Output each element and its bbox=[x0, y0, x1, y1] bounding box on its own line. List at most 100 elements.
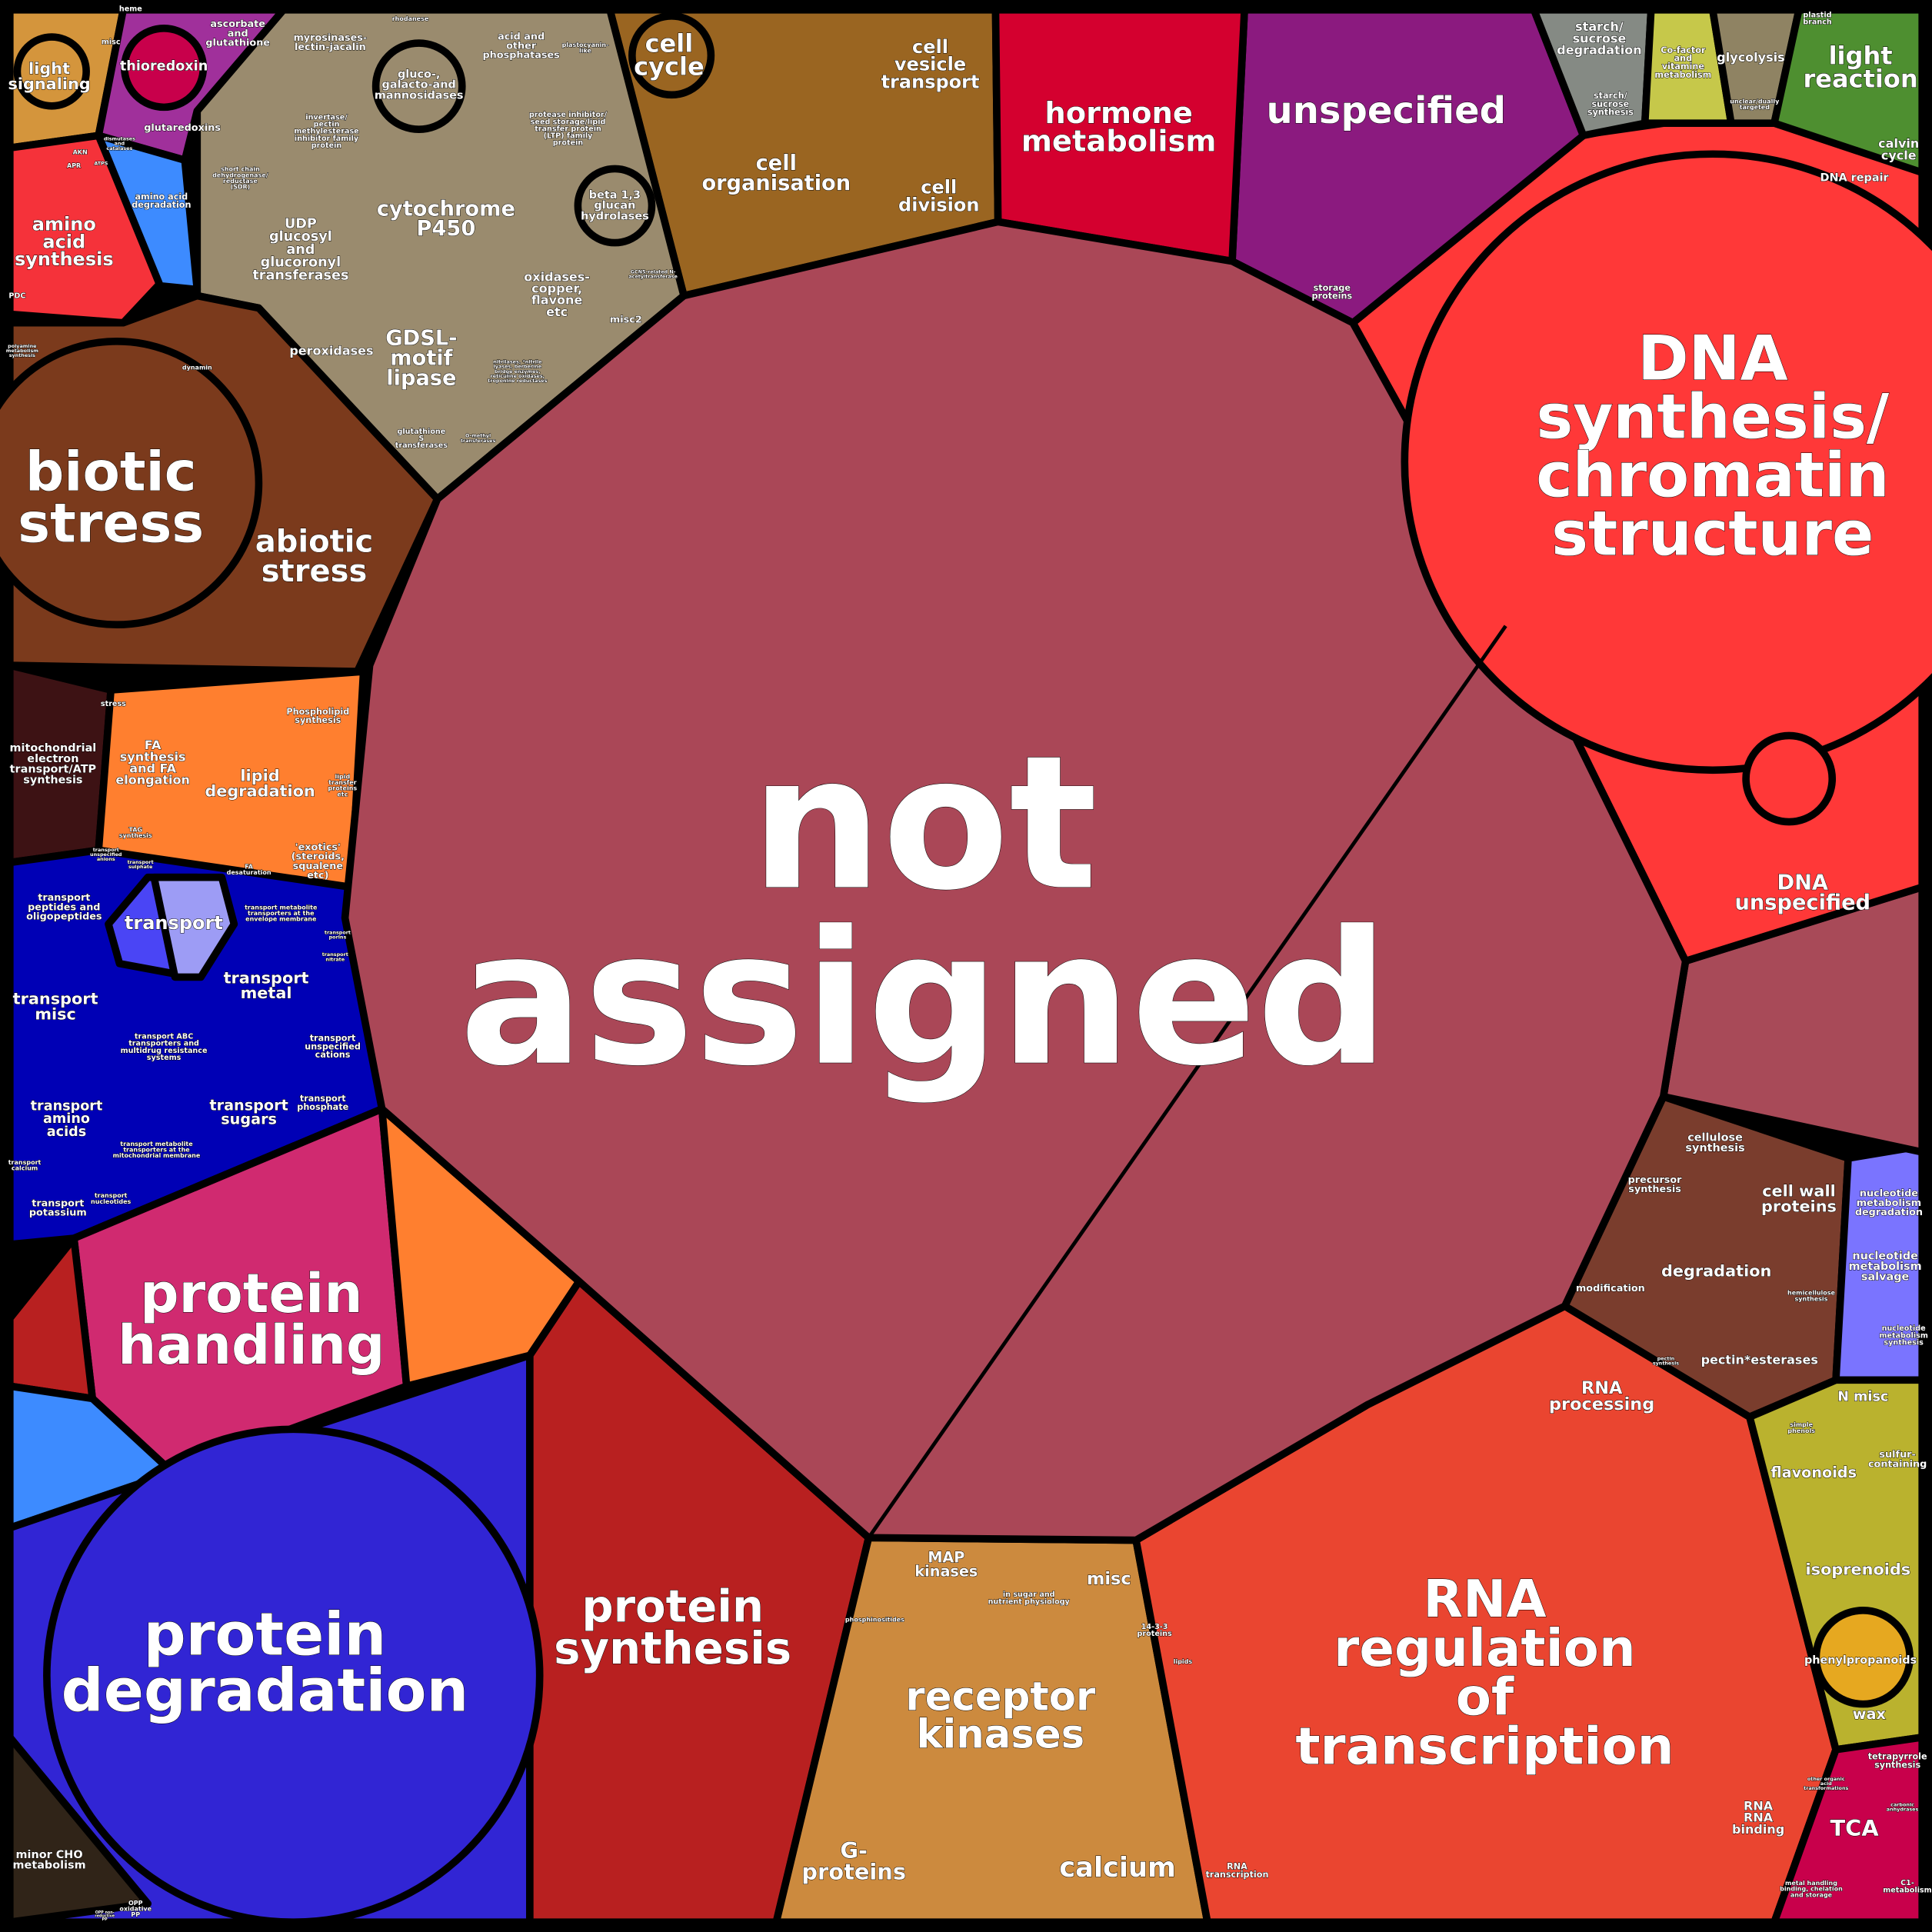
label-transport-abc: transport ABC transporters and multidrug r… bbox=[121, 1033, 208, 1062]
label-transport-calcium: transport calcium bbox=[8, 1159, 42, 1172]
photosynthesis-region bbox=[1770, 6, 1926, 177]
label-sugar-nutrient: in sugar and nutrient physiology bbox=[988, 1591, 1071, 1606]
label-sdr: short chain dehydrogenase/reductase (SDR) bbox=[212, 166, 268, 191]
cell-cycle-circle bbox=[628, 12, 715, 99]
label-protein-handling: protein handling bbox=[118, 1262, 385, 1377]
label-dna-unspecified: DNA unspecified bbox=[1735, 871, 1870, 915]
label-heme: heme bbox=[119, 5, 142, 13]
label-exotics: 'exotics' (steroids, squalene etc) bbox=[291, 841, 345, 881]
label-minor-cho: minor CHO metabolism bbox=[13, 1849, 86, 1872]
label-misc2: misc2 bbox=[610, 315, 642, 326]
label-myrosinases: myrosinases-lectin-jacalin bbox=[293, 32, 367, 53]
label-proteins-1433: 14-3-3 proteins bbox=[1138, 1623, 1172, 1638]
biotic-stress-circle bbox=[0, 338, 263, 628]
label-polyamine: polyamine metabolism synthesis bbox=[6, 343, 39, 358]
label-hormone-metabolism: hormone metabolism bbox=[1021, 96, 1217, 159]
label-phenylpropanoids: phenylpropanoids bbox=[1804, 1654, 1917, 1667]
label-transport-metal: transport metal bbox=[224, 968, 309, 1002]
label-nucleotide-salvage: nucleotide metabolism salvage bbox=[1849, 1250, 1922, 1283]
label-calvin-cycle: calvin cycle bbox=[1878, 136, 1919, 162]
label-gcn5: GCN5-related N-acetyltransferase bbox=[628, 269, 678, 280]
label-cw-modification: modification bbox=[1576, 1283, 1645, 1294]
label-tag-synthesis: TAG synthesis bbox=[119, 826, 152, 839]
label-plastocyanin: plastocyanin-like bbox=[562, 42, 609, 55]
label-rna-regulation: RNA regulation of transcription bbox=[1295, 1569, 1674, 1777]
label-invertase: invertase/pectin methylesterase inhibitor … bbox=[294, 113, 359, 150]
label-g-proteins: G-proteins bbox=[801, 1837, 906, 1884]
label-peroxidases: peroxidases bbox=[289, 343, 373, 358]
glucosidases-circle bbox=[371, 39, 466, 134]
label-stress: stress bbox=[101, 700, 126, 708]
label-unclear-targeted: unclear/dually targeted bbox=[1730, 98, 1780, 112]
label-akn: AKN bbox=[73, 148, 88, 155]
label-transport-phosphate: transport phosphate bbox=[297, 1094, 348, 1112]
label-other-organic: other organic acid transformations bbox=[1804, 1776, 1848, 1791]
label-apr: APR bbox=[67, 162, 81, 169]
not-assigned-divider bbox=[867, 625, 1507, 1539]
label-nucleotide-synthesis: nucleotide metabolism synthesis bbox=[1879, 1324, 1927, 1347]
label-simple-phenols: simple phenols bbox=[1787, 1421, 1815, 1434]
label-carbonic: carbonic anhydrases bbox=[1887, 1802, 1919, 1813]
label-starch-synthesis: starch/sucrose synthesis bbox=[1587, 91, 1634, 117]
label-map-kinases: MAP kinases bbox=[914, 1548, 978, 1580]
label-phospholipid: Phospholipid synthesis bbox=[286, 707, 349, 725]
label-pdc: PDC bbox=[8, 292, 25, 301]
label-transport-misc: transport misc bbox=[13, 990, 98, 1024]
label-pectin-synthesis: pectin synthesis bbox=[1653, 1356, 1679, 1367]
transport-core-b bbox=[150, 873, 238, 981]
light-signaling-circle bbox=[13, 33, 90, 110]
label-phosphinositides: phosphinositides bbox=[845, 1616, 904, 1623]
label-dynamin: dynamin bbox=[182, 365, 212, 371]
label-transport: transport bbox=[125, 912, 223, 934]
label-transport-envelope: transport metabolite transporters at the e… bbox=[245, 904, 318, 922]
label-receptor-kinases: receptor kinases bbox=[905, 1674, 1096, 1758]
label-oxidases: oxidases-copper, flavone etc bbox=[524, 269, 590, 319]
dna-small-circle bbox=[1742, 731, 1837, 826]
label-lipid-transfer: lipid transfer proteins etc bbox=[328, 773, 358, 798]
label-metal-handling: metal handling binding, chelation and stor… bbox=[1780, 1880, 1843, 1898]
label-thioredoxin: thioredoxin bbox=[120, 58, 208, 74]
label-opp-nonreductive: OPP non-reductive PP bbox=[95, 1910, 115, 1922]
label-signalling-misc: misc bbox=[1087, 1569, 1131, 1589]
label-not-assigned: not assigned bbox=[459, 715, 1389, 1106]
beta-glucan-circle bbox=[574, 165, 656, 247]
label-mitochondrial: mitochondrial electron transport/ATP synthe… bbox=[10, 742, 97, 786]
label-biotic-stress: biotic stress bbox=[18, 441, 204, 555]
label-beta-glucan: beta 1,3 glucan hydrolases bbox=[581, 189, 649, 222]
label-transport-potassium: transport potassium bbox=[29, 1198, 87, 1218]
amino-acid-degradation-region bbox=[95, 132, 202, 294]
minor-cho-region bbox=[6, 1734, 152, 1926]
label-cytochrome-p450: cytochrome P450 bbox=[377, 197, 515, 241]
not-assigned-region bbox=[341, 218, 1690, 1544]
label-wax: wax bbox=[1853, 1705, 1887, 1723]
label-transport-peptides: transport peptides and oligopeptides bbox=[26, 892, 102, 922]
label-cell-division: cell division bbox=[898, 177, 979, 216]
label-cw-degradation: degradation bbox=[1661, 1262, 1771, 1281]
label-protein-synthesis: protein synthesis bbox=[554, 1580, 791, 1674]
label-transport-mito: transport metabolite transporters at the m… bbox=[113, 1141, 201, 1159]
label-transport-unspecified-anions: transport unspecified anions bbox=[90, 847, 122, 862]
label-opp-oxidative: OPP oxidative PP bbox=[119, 1900, 152, 1918]
label-starch-degradation: starch/sucrose degradation bbox=[1557, 19, 1641, 57]
label-precursor-synthesis: precursor synthesis bbox=[1628, 1174, 1683, 1195]
label-misc-redox: misc bbox=[102, 38, 121, 47]
label-flavonoids: flavonoids bbox=[1770, 1464, 1857, 1481]
label-transport-porins: transport porins bbox=[325, 929, 351, 940]
label-pectin-esterases: pectin*esterases bbox=[1701, 1352, 1818, 1367]
label-transport-cations: transport unspecified cations bbox=[305, 1034, 361, 1060]
label-c1-metabolism: C1-metabolism bbox=[1883, 1879, 1931, 1894]
amino-acid-synthesis-region bbox=[6, 132, 165, 327]
label-sulfur-containing: sulfur-containing bbox=[1868, 1449, 1927, 1470]
label-glutaredoxins: glutaredoxins bbox=[144, 122, 221, 134]
label-cofactor: Co-factor and vitamine metabolism bbox=[1654, 45, 1711, 80]
label-transport-amino-acids: transport amino acids bbox=[31, 1098, 103, 1139]
label-fa-synthesis: FA synthesis and FA elongation bbox=[115, 738, 190, 788]
labels-layer: not assigned DNA synthesis/chromatin structu… bbox=[5, 5, 1932, 1923]
label-n-misc: N misc bbox=[1837, 1390, 1888, 1405]
label-cell-organisation: cell organisation bbox=[701, 152, 851, 195]
label-cell-wall-proteins: cell wall proteins bbox=[1761, 1182, 1837, 1216]
label-transport-sulphate: transport sulphate bbox=[128, 859, 154, 870]
label-transport-sugars: transport sugars bbox=[209, 1096, 288, 1128]
phenylpropanoids-circle bbox=[1812, 1607, 1914, 1708]
